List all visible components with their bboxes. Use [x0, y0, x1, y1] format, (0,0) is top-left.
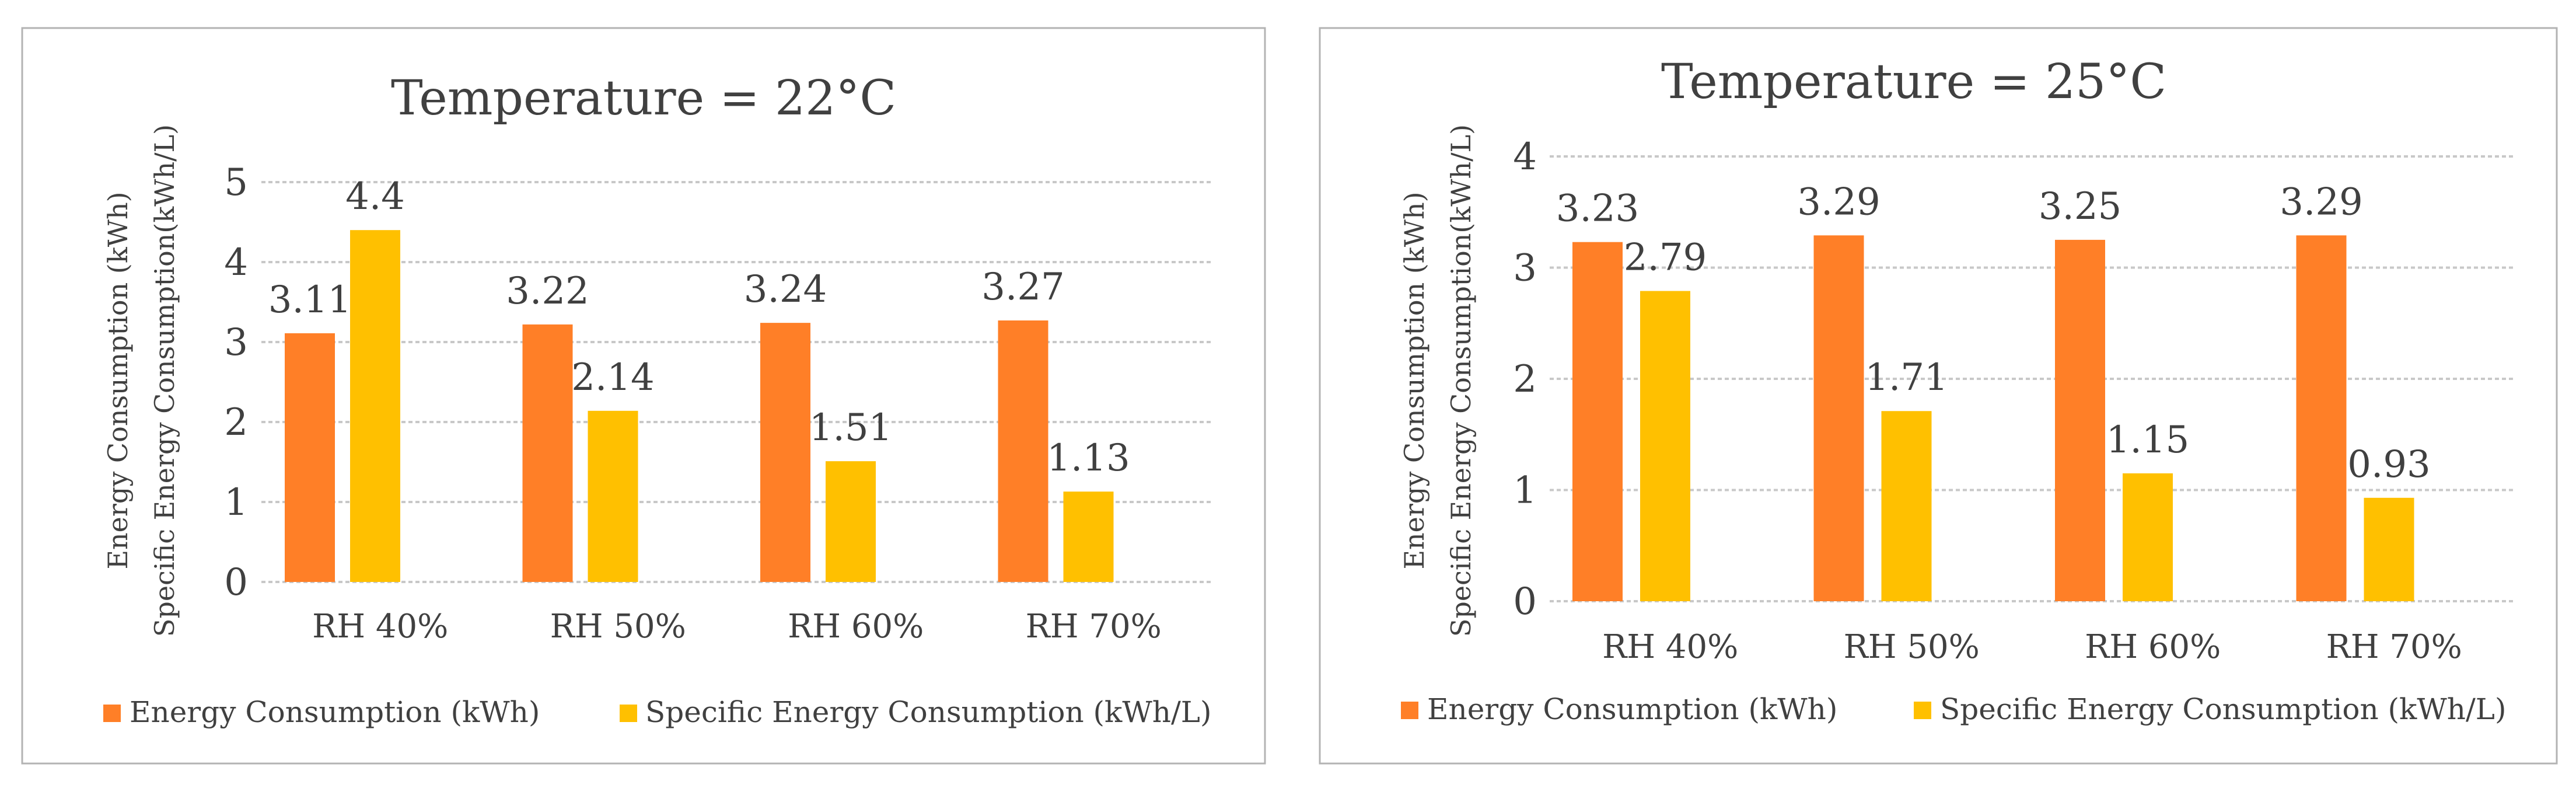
- chart-22c: 0 1 2 3 4 5 RH 40% 3.11 4.4 RH 50% 3.22 2.14 RH 60% 3…: [21, 27, 1266, 765]
- data-label: 3.29: [2280, 180, 2363, 224]
- legend-label-specific: Specific Energy Consumption (kWh/L): [645, 695, 1212, 729]
- y-tick-label: 0: [1513, 580, 1537, 623]
- bar-specific-2: [1881, 411, 1932, 601]
- x-tick-label: RH 60%: [788, 608, 924, 646]
- data-label: 3.24: [744, 268, 827, 311]
- y-tick-label: 4: [1513, 135, 1537, 179]
- data-label: 0.93: [2347, 443, 2431, 486]
- y-tick-label: 0: [224, 561, 248, 604]
- chart-panel-22c: 0 1 2 3 4 5 RH 40% 3.11 4.4 RH 50% 3.22 2.14 RH 60% 3…: [21, 27, 1266, 765]
- x-tick-label: RH 50%: [1844, 628, 1980, 666]
- y-tick-label: 1: [224, 481, 248, 524]
- data-label: 3.22: [506, 270, 589, 313]
- bar-energy-2: [522, 324, 573, 582]
- chart-panel-25c: 0 1 2 3 4 RH 40% 3.23 2.79 RH 50% 3.29 1.71 RH 60% 3…: [1288, 0, 2576, 788]
- data-label: 3.23: [1556, 187, 1640, 231]
- legend-label-energy: Energy Consumption (kWh): [130, 695, 540, 729]
- bar-energy-4: [998, 320, 1048, 582]
- bar-specific-1: [1640, 291, 1690, 601]
- y-tick-label: 2: [1513, 358, 1537, 401]
- bar-energy-1: [285, 333, 335, 582]
- legend-swatch-specific: [620, 705, 637, 722]
- x-tick-label: RH 40%: [1602, 628, 1738, 666]
- chart-25c: 0 1 2 3 4 RH 40% 3.23 2.79 RH 50% 3.29 1.71 RH 60% 3…: [1319, 27, 2558, 765]
- y-axis-title-line-1: Energy Consumption (kWh): [102, 191, 134, 569]
- bar-energy-3: [760, 323, 810, 582]
- y-tick-label: 3: [224, 321, 248, 364]
- y-tick-label: 5: [224, 161, 248, 204]
- data-label: 1.13: [1047, 437, 1130, 480]
- y-axis-title-line-1: Energy Consumption (kWh): [1399, 191, 1430, 569]
- legend-label-specific: Specific Energy Consumption (kWh/L): [1940, 692, 2507, 726]
- data-label: 2.14: [571, 356, 655, 399]
- data-label: 1.71: [1865, 356, 1948, 399]
- legend-swatch-specific: [1914, 702, 1931, 719]
- bar-specific-1: [350, 230, 400, 582]
- data-label: 3.11: [268, 278, 352, 322]
- data-label: 2.79: [1624, 236, 1707, 280]
- x-tick-label: RH 60%: [2085, 628, 2221, 666]
- bar-specific-3: [2123, 473, 2173, 601]
- bar-energy-3: [2055, 239, 2105, 601]
- bar-energy-1: [1572, 242, 1623, 601]
- data-label: 1.15: [2106, 419, 2190, 462]
- bar-energy-4: [2296, 235, 2347, 601]
- bar-specific-4: [1063, 491, 1114, 582]
- data-label: 3.27: [981, 266, 1065, 309]
- bar-energy-2: [1813, 235, 1864, 601]
- data-label: 1.51: [809, 406, 893, 449]
- legend-label-energy: Energy Consumption (kWh): [1427, 692, 1837, 726]
- legend: Energy Consumption (kWh) Specific Energy…: [103, 695, 1212, 729]
- legend-swatch-energy: [1401, 702, 1418, 719]
- x-tick-label: RH 50%: [550, 608, 686, 646]
- y-tick-label: 3: [1513, 247, 1537, 290]
- x-tick-label: RH 70%: [2326, 628, 2462, 666]
- bar-specific-3: [826, 461, 876, 582]
- y-axis-title-line-2: Specific Energy Consumption(kWh/L): [149, 124, 180, 637]
- chart-title: Temperature = 22°C: [391, 71, 896, 126]
- data-label: 4.4: [345, 175, 405, 218]
- x-tick-label: RH 70%: [1026, 608, 1162, 646]
- bar-specific-4: [2364, 497, 2414, 601]
- y-tick-label: 1: [1513, 469, 1537, 512]
- y-tick-label: 4: [224, 241, 248, 284]
- chart-frame: [21, 27, 1266, 765]
- x-tick-label: RH 40%: [312, 608, 448, 646]
- legend-swatch-energy: [103, 705, 121, 722]
- data-label: 3.25: [2039, 185, 2122, 228]
- y-tick-label: 2: [224, 401, 248, 444]
- chart-frame: [1319, 27, 2558, 765]
- data-label: 3.29: [1797, 180, 1881, 224]
- legend: Energy Consumption (kWh) Specific Energy…: [1401, 692, 2507, 726]
- y-axis-title-line-2: Specific Energy Consumption(kWh/L): [1445, 124, 1477, 637]
- bar-specific-2: [588, 410, 638, 582]
- chart-title: Temperature = 25°C: [1661, 54, 2166, 110]
